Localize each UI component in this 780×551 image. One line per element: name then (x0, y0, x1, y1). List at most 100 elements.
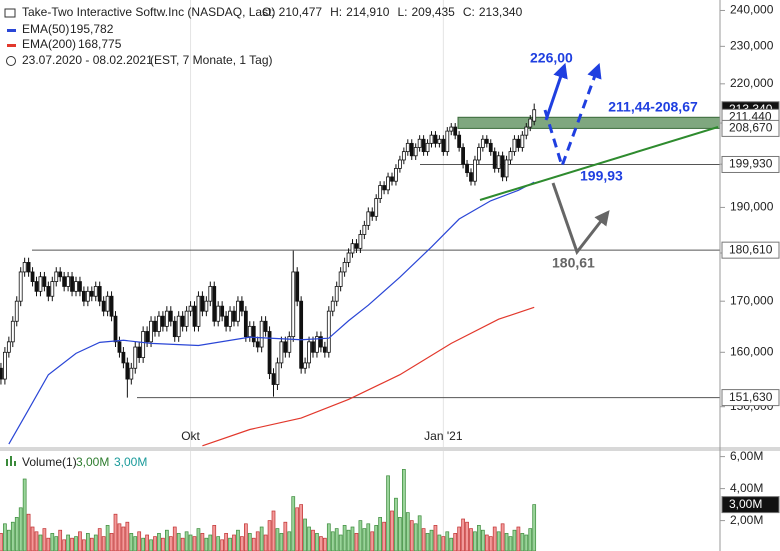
candle-body (239, 300, 244, 312)
trend-line (479, 126, 719, 201)
candle-body (394, 168, 398, 182)
volume-legend-label: Volume(1) (22, 455, 77, 469)
volume-bar (291, 496, 296, 551)
volume-icon (6, 459, 8, 466)
volume-bar (0, 533, 3, 551)
volume-bar (30, 526, 35, 551)
candle-body (469, 172, 473, 182)
volume-legend-value: 3,00M (114, 455, 147, 469)
volume-bar (484, 534, 489, 551)
candle-body (141, 331, 146, 358)
candle-body (342, 262, 347, 273)
candle-body (125, 362, 130, 380)
candle-body (204, 300, 209, 312)
volume-bar (508, 536, 513, 551)
volume-bar (469, 528, 473, 551)
volume-bar (394, 497, 398, 551)
axis-value-box (721, 389, 780, 407)
volume-bar (161, 537, 165, 551)
header: Take-Two Interactive Softw.Inc (NASDAQ, … (4, 5, 523, 469)
candle-body (164, 310, 169, 327)
stat-name: H: (330, 5, 342, 19)
volume-bar (319, 536, 323, 551)
arrow-dashed (543, 62, 602, 171)
ema-line (202, 306, 535, 447)
volume-bar (34, 531, 39, 551)
volume-bar (461, 518, 465, 551)
volume-bar (311, 529, 315, 551)
candle-body (259, 320, 264, 348)
candle-body (500, 155, 505, 178)
volume-bar (22, 478, 27, 551)
candle-body (157, 315, 161, 332)
volume-icon (10, 456, 12, 466)
volume-bar (275, 528, 280, 551)
x-tick-label: Jan '21 (424, 429, 463, 443)
volume-bar (326, 523, 331, 551)
volume-bar (165, 529, 169, 551)
y-tick-label: 2,00M (730, 513, 763, 527)
candle-body (184, 310, 189, 327)
volume-bar (342, 525, 347, 551)
candle-body (425, 142, 430, 153)
candle-body (433, 134, 438, 144)
candle-body (445, 130, 450, 153)
candle-body (370, 211, 375, 217)
candle-body (208, 286, 213, 302)
volume-bar (382, 521, 386, 551)
candle-body (153, 320, 157, 332)
candle-body (121, 351, 126, 364)
volume-bar (374, 525, 379, 551)
legend-swatch (7, 44, 16, 47)
candle-body (263, 320, 268, 332)
candle-body (58, 271, 63, 278)
volume-bar (445, 531, 450, 551)
candle-body (176, 315, 181, 338)
volume-bar (14, 517, 19, 551)
candle-body (326, 310, 331, 353)
volume-bar (402, 469, 406, 551)
volume-bar (516, 526, 521, 551)
candle-body (492, 151, 497, 169)
candle-body (488, 142, 493, 153)
legend-label: EMA(50) (22, 22, 69, 36)
candle-body (520, 134, 525, 148)
candle-body (180, 315, 185, 327)
volume-bar (315, 533, 319, 551)
volume-bar (78, 531, 82, 551)
volume-bar (409, 520, 414, 551)
volume-bar (232, 534, 236, 551)
candle-body (287, 336, 292, 353)
candle-body (117, 341, 122, 353)
volume-icon (14, 461, 16, 466)
volume-bar (477, 525, 481, 551)
candle-body (338, 271, 343, 287)
candle-body (366, 211, 371, 226)
volume-bar (10, 521, 15, 551)
candle-body (18, 271, 23, 302)
volume-bar (93, 534, 98, 551)
volume-bar (473, 531, 477, 551)
clock-icon (6, 56, 16, 66)
candle-body (386, 176, 390, 191)
volume-bar (133, 536, 138, 551)
volume-bar (125, 521, 130, 551)
candle-body (275, 362, 280, 385)
candle-body (93, 286, 98, 297)
volume-bar (129, 533, 134, 551)
volume-bar (492, 526, 497, 551)
candle-body (378, 185, 383, 199)
volume-bar (433, 525, 438, 551)
candle-body (271, 373, 276, 385)
volume-bar (200, 533, 205, 551)
volume-bar (121, 526, 126, 551)
volume-bar (481, 529, 485, 551)
candle-body (255, 341, 260, 348)
volume-bar (283, 521, 288, 551)
volume-bar (50, 533, 55, 551)
stat-name: C: (463, 5, 475, 19)
candle-body (311, 341, 315, 353)
candle-body (247, 325, 252, 338)
volume-bar (500, 523, 505, 551)
candle-body (291, 271, 296, 338)
